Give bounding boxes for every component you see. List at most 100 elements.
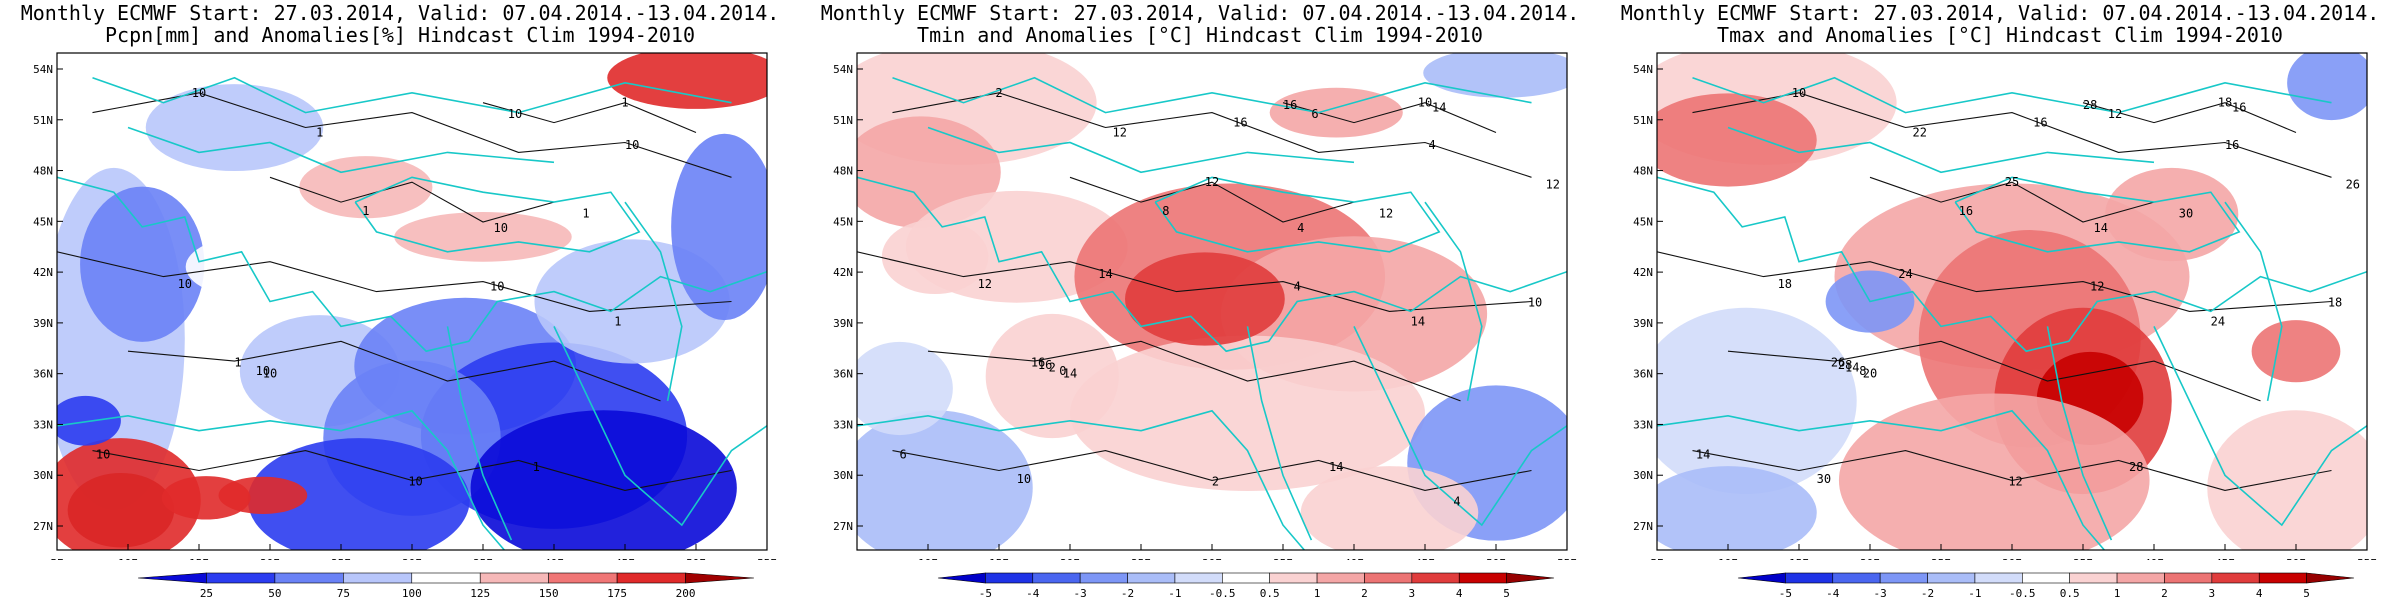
lon-label: 40E [544, 557, 564, 560]
lon-label: 40E [2144, 557, 2164, 560]
lon-label: 30E [2002, 557, 2022, 560]
contour-label: 14 [2094, 221, 2108, 235]
lon-label: 5E [50, 557, 63, 560]
contour-label: 30 [2179, 206, 2193, 220]
contour-label: 1 [316, 126, 323, 140]
colorbar-swatch [1127, 572, 1176, 584]
contour-label: 24 [1898, 267, 1912, 281]
contour-label: 28 [2129, 460, 2143, 474]
contour-label: 16 [1283, 98, 1297, 112]
panel-title-line2: Tmin and Anomalies [°C] Hindcast Clim 19… [917, 23, 1483, 47]
colorbar-swatch [1222, 572, 1270, 584]
lat-label: 30N [33, 469, 53, 482]
colorbar-tick-label: 50 [268, 587, 281, 600]
tmin-panel: Monthly ECMWF Start: 27.03.2014, Valid: … [810, 0, 1590, 600]
colorbar-swatch [1079, 572, 1128, 584]
colorbar-swatch [685, 572, 755, 584]
contour-label: 16 [1233, 116, 1247, 130]
contour-label: 16 [2225, 138, 2239, 152]
contour-label: 12 [1379, 206, 1393, 220]
contour-label: 4 [1453, 495, 1460, 509]
colorbar-tick-label: 1 [2114, 587, 2121, 600]
colorbar-swatch [1737, 572, 1786, 584]
colorbar-tick-label: -3 [1074, 587, 1087, 600]
panel-title-line2: Pcpn[mm] and Anomalies[%] Hindcast Clim … [104, 23, 695, 47]
lat-label: 39N [33, 317, 53, 330]
contour-label: 6 [900, 447, 907, 461]
lat-label: 42N [833, 266, 853, 279]
contour-label: 4 [1428, 138, 1435, 152]
contour-label: 12 [2008, 475, 2022, 489]
lon-label: 10E [1718, 557, 1738, 560]
lon-label: 15E [189, 557, 209, 560]
lat-label: 48N [833, 165, 853, 178]
colorbar-swatch [2258, 572, 2307, 584]
lat-label: 36N [33, 368, 53, 381]
contour-label: 10 [1017, 472, 1031, 486]
contour-label: 26 [2346, 178, 2360, 192]
lon-label: 40E [1344, 557, 1364, 560]
colorbar-tick-label: 75 [337, 587, 350, 600]
colorbar-swatch [616, 572, 686, 584]
colorbar-swatch [1032, 572, 1081, 584]
contour-label: 18 [1778, 277, 1792, 291]
colorbar-swatch [1506, 572, 1555, 584]
colorbar-tick-label: -3 [1874, 587, 1887, 600]
colorbar-tick-label: 5 [1503, 587, 1510, 600]
contour-label: 1 [234, 355, 241, 369]
lat-label: 27N [1633, 520, 1653, 533]
colorbar-tick-label: 4 [2256, 587, 2263, 600]
contour-label: 12 [978, 277, 992, 291]
colorbar-swatch [137, 572, 207, 584]
colorbar-tick-label: -5 [1779, 587, 1792, 600]
lat-label: 36N [1633, 368, 1653, 381]
panel-title-line2: Tmax and Anomalies [°C] Hindcast Clim 19… [1717, 23, 2283, 47]
colorbar-tick-label: -1 [1168, 587, 1181, 600]
lon-label: 55E [757, 557, 777, 560]
lat-label: 48N [1633, 165, 1653, 178]
lat-label: 33N [33, 418, 53, 431]
lon-label: 50E [2286, 557, 2306, 560]
tmax-map: 1012812141216182014161822242628302826242… [1633, 52, 2377, 560]
lat-label: 27N [833, 520, 853, 533]
contour-label: 26 [1831, 355, 1845, 369]
panel-title-line1: Monthly ECMWF Start: 27.03.2014, Valid: … [1620, 1, 2380, 25]
contour-label: 2 [1212, 475, 1219, 489]
contour-label: 10 [96, 447, 110, 461]
contour-label: 10 [256, 364, 270, 378]
lon-label: 20E [1860, 557, 1880, 560]
contour-label: 1 [614, 314, 621, 328]
contour-label: 16 [1031, 355, 1045, 369]
pcpn-map: 10101010101010101010111111154N51N48N45N4… [33, 52, 777, 560]
contour-label: 1 [362, 204, 369, 218]
colorbar-swatch [1364, 572, 1413, 584]
lat-label: 42N [33, 266, 53, 279]
colorbar-tick-label: 25 [200, 587, 213, 600]
contour-label: 10 [1792, 86, 1806, 100]
contour-label: 14 [1098, 267, 1112, 281]
colorbar-swatch [274, 572, 344, 584]
lat-label: 54N [1633, 63, 1653, 76]
colorbar-swatch [548, 572, 618, 584]
contour-label: 28 [2083, 98, 2097, 112]
colorbar-tick-label: -0.5 [1209, 587, 1236, 600]
contour-label: 14 [1411, 314, 1425, 328]
lon-label: 20E [260, 557, 280, 560]
colorbar-tick-label: -2 [1121, 587, 1134, 600]
colorbar-tick-label: 0.5 [1260, 587, 1280, 600]
colorbar-tick-label: 2 [2161, 587, 2168, 600]
lon-label: 10E [918, 557, 938, 560]
lon-label: 35E [473, 557, 493, 560]
contour-label: 1 [533, 460, 540, 474]
contour-label: 12 [2108, 107, 2122, 121]
contour-label: 1 [582, 206, 589, 220]
contour-label: 20 [1863, 367, 1877, 381]
contour-label: 28 [1838, 358, 1852, 372]
lat-label: 51N [1633, 114, 1653, 127]
lon-label: 20E [1060, 557, 1080, 560]
panel-title-line1: Monthly ECMWF Start: 27.03.2014, Valid: … [20, 1, 780, 25]
contour-label: 4 [1294, 280, 1301, 294]
lon-label: 25E [1931, 557, 1951, 560]
lon-label: 5E [1650, 557, 1663, 560]
contour-label: 10 [625, 138, 639, 152]
